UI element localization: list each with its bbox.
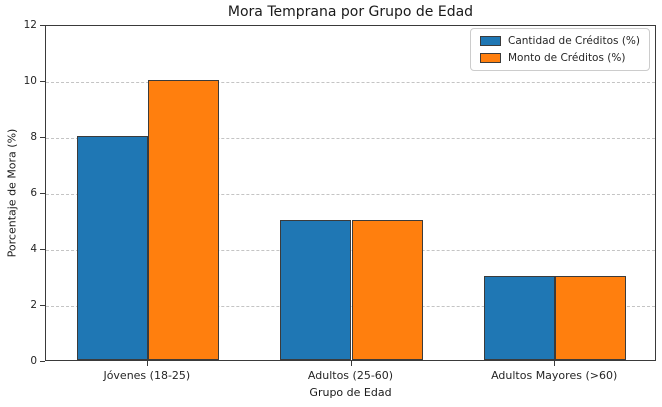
x-tick-label: Adultos Mayores (>60) xyxy=(491,369,618,382)
legend-label: Cantidad de Créditos (%) xyxy=(508,35,640,47)
legend-entry: Monto de Créditos (%) xyxy=(480,52,640,64)
y-tick-mark xyxy=(40,137,45,139)
x-tick-label: Jóvenes (18-25) xyxy=(103,369,191,382)
legend-entry: Cantidad de Créditos (%) xyxy=(480,35,640,47)
legend-swatch-icon xyxy=(480,36,501,46)
x-tick-mark xyxy=(350,361,352,366)
gridline-y8 xyxy=(46,138,655,139)
gridline-y10 xyxy=(46,82,655,83)
y-tick-label: 12 xyxy=(23,19,37,31)
x-axis-label: Grupo de Edad xyxy=(309,386,392,399)
gridline-y6 xyxy=(46,194,655,195)
y-tick-mark xyxy=(40,305,45,307)
chart-title: Mora Temprana por Grupo de Edad xyxy=(227,4,474,20)
x-tick-mark xyxy=(146,361,149,366)
bar-cantidad-1 xyxy=(280,220,352,360)
legend-swatch-icon xyxy=(480,53,501,63)
bar-monto-2 xyxy=(555,276,627,360)
bar-cantidad-0 xyxy=(76,136,148,360)
legend: Cantidad de Créditos (%) Monto de Crédito… xyxy=(470,28,650,71)
x-tick-label: Adultos (25-60) xyxy=(307,369,394,382)
bar-cantidad-2 xyxy=(483,276,556,360)
legend-label: Monto de Créditos (%) xyxy=(508,52,626,64)
bar-monto-0 xyxy=(147,80,220,360)
y-tick-mark xyxy=(40,361,45,363)
y-tick-mark xyxy=(40,249,45,251)
y-tick-label: 2 xyxy=(30,299,37,311)
plot-area xyxy=(45,25,656,361)
y-tick-mark xyxy=(40,193,45,195)
bar-monto-1 xyxy=(351,220,423,360)
y-tick-label: 10 xyxy=(23,75,37,87)
y-tick-label: 8 xyxy=(30,131,37,143)
y-tick-label: 0 xyxy=(30,355,37,367)
y-tick-mark xyxy=(40,25,45,27)
y-tick-label: 6 xyxy=(30,187,37,199)
y-tick-label: 4 xyxy=(30,243,37,255)
y-tick-mark xyxy=(40,81,45,83)
x-tick-mark xyxy=(554,361,556,366)
